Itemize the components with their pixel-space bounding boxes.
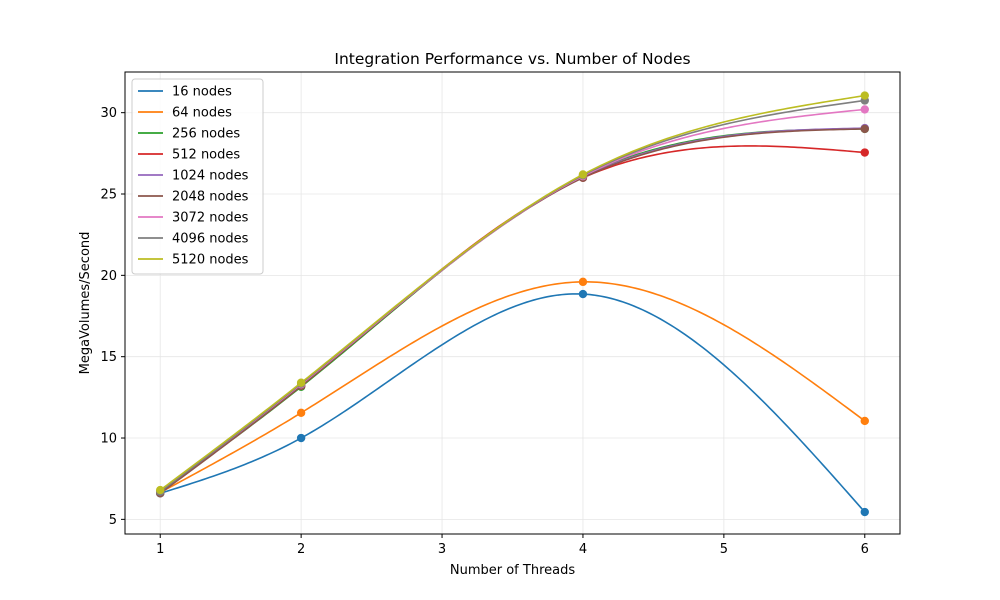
legend-item: 2048 nodes (138, 190, 249, 205)
legend-label: 4096 nodes (172, 232, 249, 247)
x-tick-label: 6 (861, 542, 869, 557)
legend-label: 256 nodes (172, 127, 240, 142)
legend-item: 512 nodes (138, 148, 240, 163)
series-line (159, 281, 866, 494)
data-point (296, 408, 306, 418)
legend-box (131, 78, 264, 275)
x-tick-label: 3 (438, 542, 446, 557)
data-point (156, 485, 165, 495)
data-point (296, 433, 306, 443)
series-lines (156, 91, 869, 517)
legend-item: 5120 nodes (138, 253, 249, 268)
y-tick-label: 15 (100, 350, 117, 365)
data-point (860, 124, 869, 134)
y-tick-label: 30 (100, 106, 117, 121)
grid (125, 72, 900, 534)
legend: 16 nodes 64 nodes 256 nodes 512 nodes 1024 n… (131, 78, 264, 275)
legend-label: 16 nodes (172, 85, 232, 100)
data-point (860, 148, 869, 157)
data-point (860, 105, 869, 114)
legend-item: 256 nodes (138, 127, 240, 142)
x-tick-label: 1 (156, 542, 164, 557)
series-line (159, 293, 866, 513)
legend-item: 16 nodes (138, 85, 232, 100)
legend-label: 512 nodes (172, 148, 240, 163)
chart-title: Integration Performance vs. Number of No… (334, 50, 690, 68)
data-point (578, 170, 588, 179)
data-point (578, 277, 588, 287)
y-tick-label: 5 (109, 513, 117, 528)
data-point (860, 416, 869, 426)
x-tick-label: 4 (579, 542, 587, 557)
legend-label: 1024 nodes (172, 169, 249, 184)
data-point (296, 378, 306, 387)
data-point (578, 289, 588, 299)
x-axis-ticks: 1 2 3 4 5 6 (156, 534, 869, 557)
legend-item: 1024 nodes (138, 169, 249, 184)
y-tick-label: 25 (100, 188, 117, 203)
legend-label: 3072 nodes (172, 211, 249, 226)
data-point (860, 91, 869, 100)
series-5120-nodes (156, 91, 869, 495)
x-tick-label: 5 (720, 542, 728, 557)
x-tick-label: 2 (297, 542, 305, 557)
legend-label: 64 nodes (172, 106, 232, 121)
plot-area-frame (124, 71, 901, 535)
series-line (159, 94, 865, 491)
y-axis-ticks: 5 10 15 20 25 30 (100, 106, 125, 528)
legend-item: 4096 nodes (138, 232, 249, 247)
x-axis-label: Number of Threads (450, 563, 575, 578)
legend-item: 64 nodes (138, 106, 232, 121)
legend-item: 3072 nodes (138, 211, 249, 226)
y-tick-label: 10 (100, 432, 117, 447)
legend-label: 5120 nodes (172, 253, 249, 268)
data-point (860, 507, 869, 517)
y-axis-label: MegaVolumes/Second (78, 232, 93, 375)
y-tick-label: 20 (100, 269, 117, 284)
legend-label: 2048 nodes (172, 190, 249, 205)
